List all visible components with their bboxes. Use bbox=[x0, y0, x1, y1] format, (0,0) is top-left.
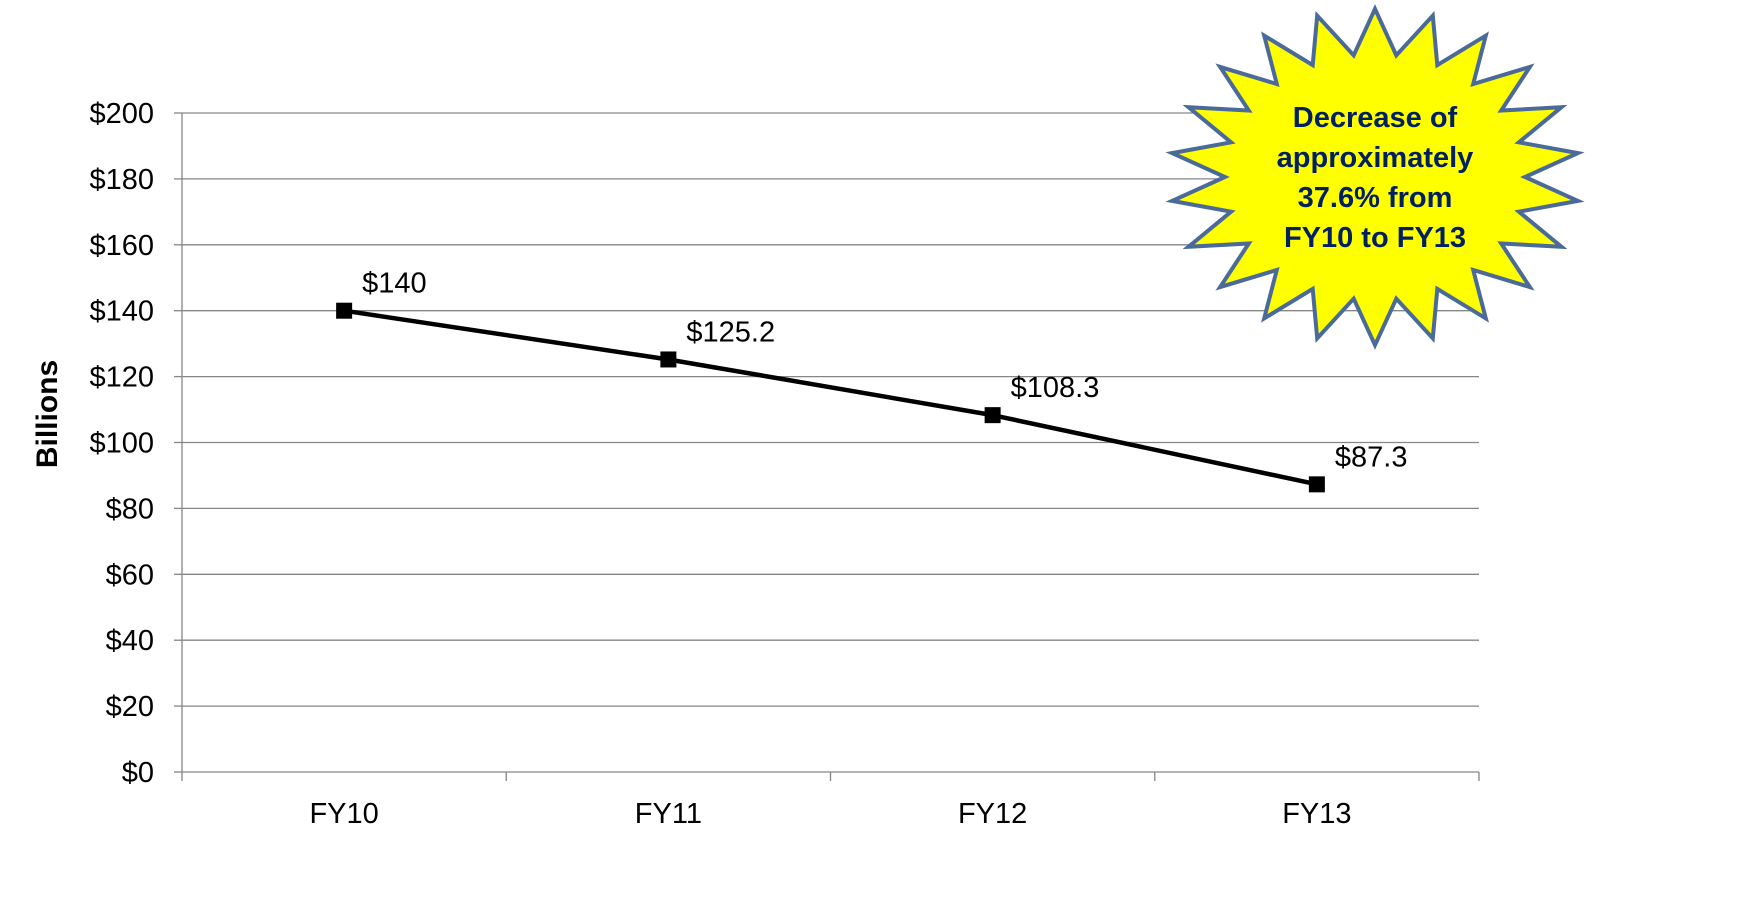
starburst-shape bbox=[1165, 4, 1585, 350]
y-tick-label: $180 bbox=[89, 164, 154, 196]
y-tick-labels: $0 $20 $40 $60 $80 $100 $120 $140 $160 $180 $200 bbox=[89, 98, 154, 789]
annotation-text-line: approximately bbox=[1277, 142, 1474, 174]
annotation-text-line: Decrease of bbox=[1293, 102, 1458, 134]
data-point-marker bbox=[660, 351, 677, 368]
data-label: $87.3 bbox=[1335, 441, 1408, 473]
y-axis-title: Billions bbox=[31, 360, 64, 468]
x-tick-label: FY10 bbox=[309, 798, 378, 830]
y-tick-label: $120 bbox=[89, 362, 154, 394]
series-polyline bbox=[343, 308, 1318, 487]
y-tick-label: $80 bbox=[106, 493, 154, 525]
data-labels: $140 $125.2 $108.3 $87.3 bbox=[362, 268, 1407, 474]
data-label: $108.3 bbox=[1011, 372, 1100, 404]
data-markers bbox=[336, 302, 1325, 493]
x-tick-labels: FY10 FY11 FY12 FY13 bbox=[309, 798, 1351, 830]
data-point-marker bbox=[336, 302, 353, 319]
y-tick-label: $100 bbox=[89, 428, 154, 460]
series-line bbox=[343, 308, 1318, 487]
y-tick-label: $60 bbox=[106, 559, 154, 591]
y-tick-label: $140 bbox=[89, 296, 154, 328]
annotation-starburst: Decrease of approximately 37.6% from FY10 t… bbox=[1165, 4, 1585, 350]
data-label: $140 bbox=[362, 268, 427, 300]
y-tick-label: $200 bbox=[89, 98, 154, 130]
y-tick-label: $160 bbox=[89, 230, 154, 262]
x-tick-label: FY11 bbox=[635, 798, 702, 830]
x-tick-label: FY12 bbox=[958, 798, 1027, 830]
axes bbox=[174, 112, 1480, 781]
data-point-marker bbox=[1308, 476, 1325, 493]
data-label: $125.2 bbox=[686, 316, 775, 348]
y-tick-label: $40 bbox=[106, 625, 154, 657]
annotation-text-line: 37.6% from bbox=[1298, 182, 1453, 214]
x-tick-label: FY13 bbox=[1282, 798, 1351, 830]
annotation-text-line: FY10 to FY13 bbox=[1284, 222, 1466, 254]
data-point-marker bbox=[984, 407, 1001, 424]
y-tick-label: $0 bbox=[122, 757, 154, 789]
y-tick-label: $20 bbox=[106, 691, 154, 723]
